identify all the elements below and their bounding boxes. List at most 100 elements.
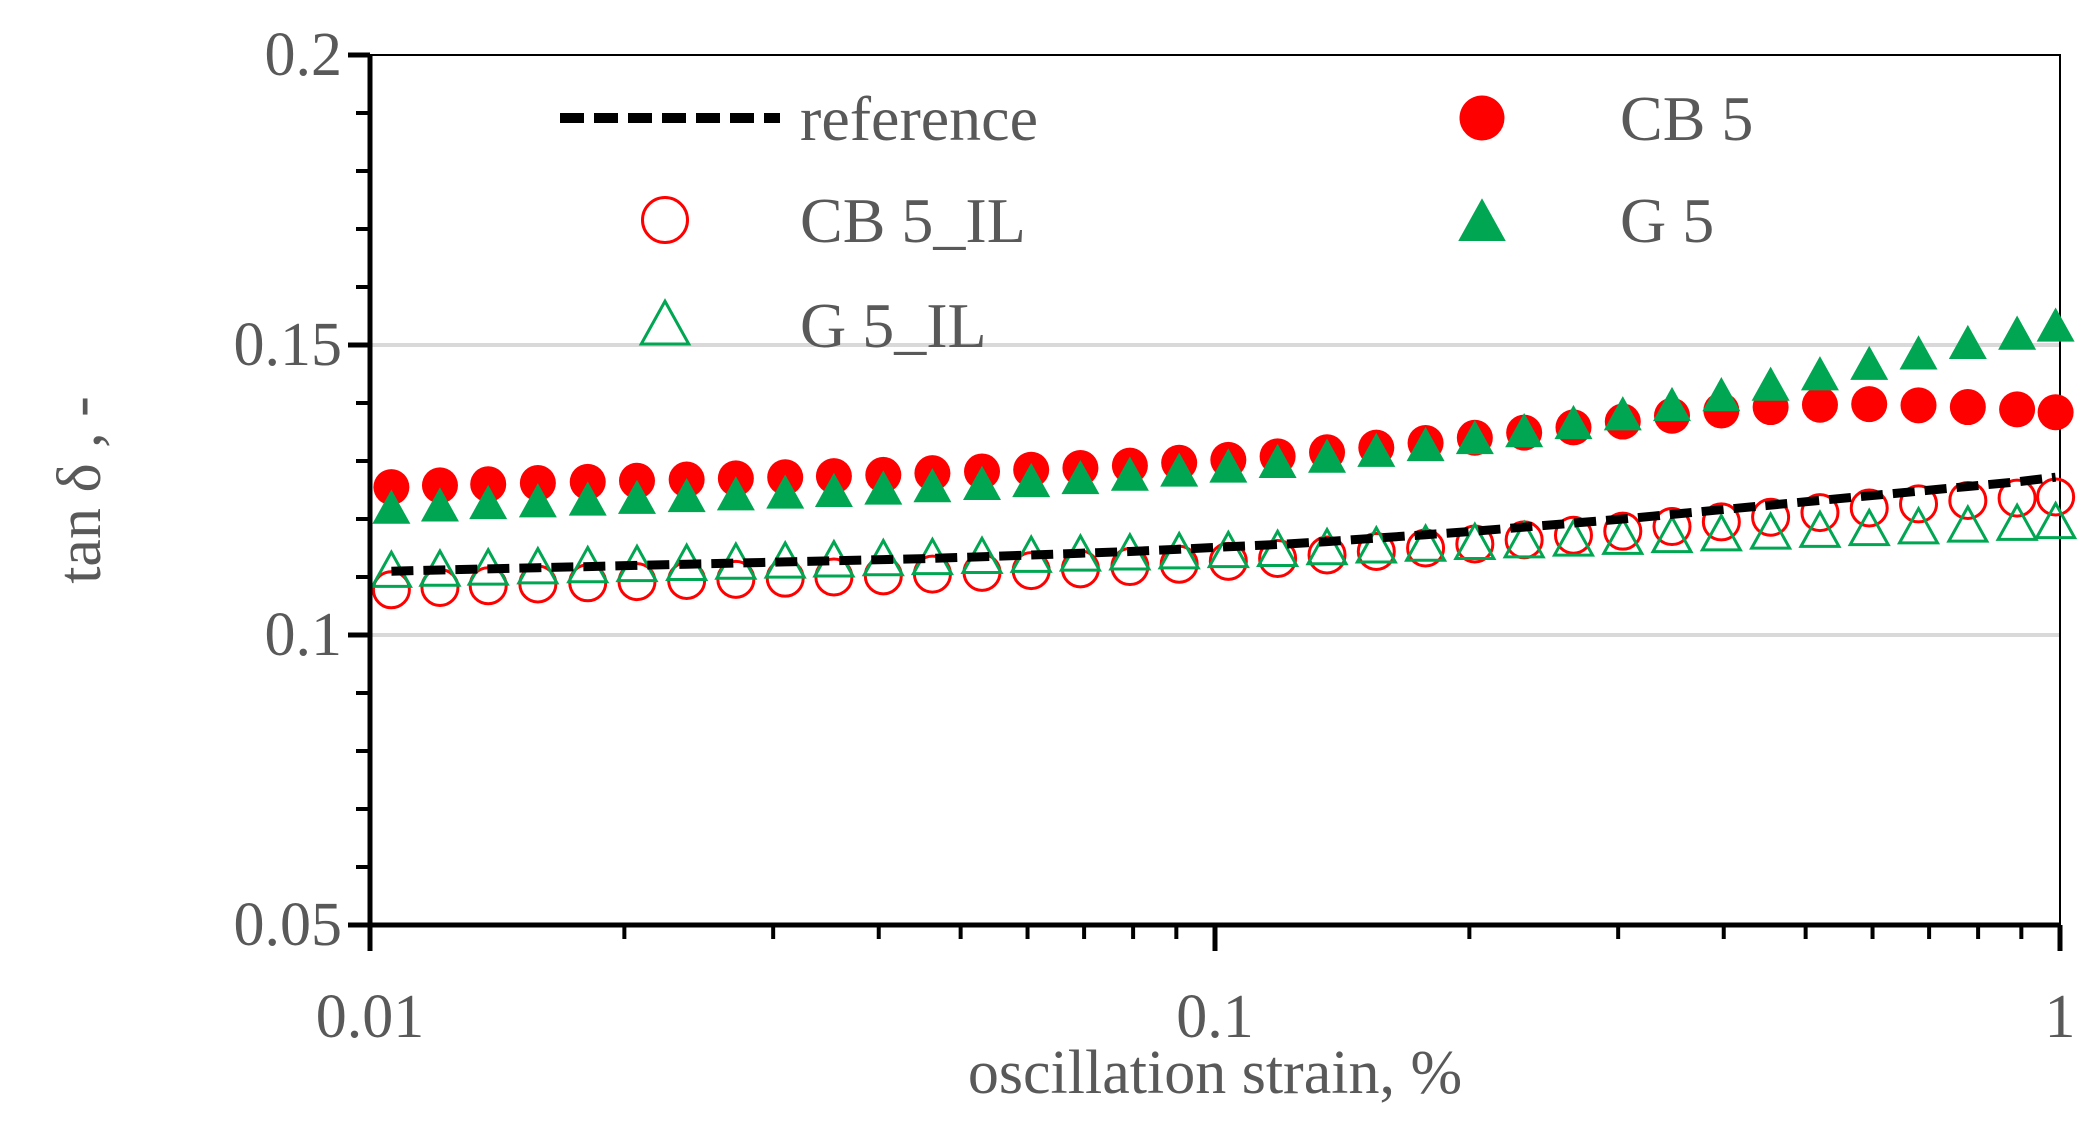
legend-item-g-5: G 5: [1458, 185, 1714, 256]
data-point-cb-5-il: [1849, 488, 1889, 528]
data-point-g-5: [864, 470, 903, 505]
data-point-g-5: [667, 477, 706, 513]
legend-item-g-5-il: G 5_IL: [638, 290, 987, 361]
legend-label-g-5-il: G 5_IL: [800, 290, 987, 361]
legend-swatch-g-5: [1458, 198, 1506, 241]
data-point-cb-5-il: [1356, 531, 1396, 571]
series-layer: [369, 307, 2078, 610]
data-point-g-5: [1160, 452, 1199, 487]
data-point-g-5-il: [1995, 502, 2039, 541]
legend-item-reference: reference: [560, 83, 1038, 154]
data-point-cb-5-il: [1701, 502, 1741, 542]
data-point-cb-5: [1949, 389, 1986, 426]
legend-swatch-cb-5-il: [641, 196, 689, 244]
data-point-g-5: [716, 476, 755, 511]
data-point-cb-5-il: [1307, 535, 1347, 575]
data-point-g-5: [1061, 459, 1100, 495]
x-axis-title: oscillation strain, %: [968, 1039, 1462, 1107]
series-reference: [391, 472, 2057, 576]
data-point-g-5: [372, 489, 411, 524]
data-point-g-5: [1357, 432, 1396, 467]
data-point-g-5-il: [1650, 514, 1694, 554]
data-point-g-5: [1751, 366, 1790, 401]
data-point-cb-5-il: [371, 570, 411, 610]
data-point-g-5: [1998, 315, 2037, 350]
data-point-g-5-il: [1354, 524, 1398, 564]
data-point-cb-5: [1851, 386, 1888, 423]
data-point-g-5: [1505, 413, 1544, 448]
data-point-cb-5: [421, 467, 458, 504]
y-tick-label: 0.15: [234, 311, 343, 379]
data-point-g-5: [766, 474, 805, 509]
data-point-cb-5: [470, 466, 507, 503]
data-point-g-5: [1258, 443, 1297, 478]
data-point-g-5: [1110, 456, 1149, 491]
data-point-cb-5-il: [1751, 497, 1791, 537]
data-point-g-5: [1308, 438, 1347, 473]
data-point-cb-5-il: [1997, 478, 2037, 518]
data-point-g-5: [1554, 404, 1593, 440]
data-point-g-5: [1406, 426, 1445, 462]
data-point-g-5: [963, 465, 1002, 500]
data-point-g-5-il: [1699, 512, 1743, 552]
data-point-cb-5: [1801, 386, 1838, 423]
data-point-cb-5: [2037, 394, 2074, 431]
data-point-g-5-il: [1798, 509, 1842, 548]
legend-swatch-g-5-il: [638, 298, 692, 346]
data-point-g-5: [814, 472, 853, 507]
data-point-g-5-il: [1551, 517, 1596, 557]
x-tick-label: 0.01: [316, 983, 425, 1051]
y-tick-label: 0.1: [265, 601, 343, 669]
series-g-5-il: [369, 500, 2078, 588]
y-axis-title: tan δ , -: [46, 396, 114, 584]
x-tick-label: 1: [2045, 983, 2076, 1051]
data-point-g-5: [1800, 356, 1839, 391]
data-point-g-5: [1948, 324, 1987, 360]
data-point-cb-5: [519, 465, 556, 502]
legend-swatch-cb-5: [1459, 95, 1505, 141]
data-point-cb-5: [373, 469, 410, 506]
data-point-cb-5: [1999, 391, 2036, 428]
legend-label-g-5: G 5: [1620, 185, 1714, 256]
data-point-g-5-il: [2034, 500, 2078, 540]
data-point-g-5: [1702, 377, 1741, 412]
legend-label-cb-5: CB 5: [1620, 83, 1753, 154]
data-point-g-5: [1653, 386, 1692, 422]
data-point-cb-5-il: [1800, 493, 1840, 533]
data-point-g-5: [518, 483, 557, 518]
data-point-g-5: [1455, 419, 1494, 455]
legend-label-reference: reference: [800, 83, 1038, 154]
data-point-g-5: [2036, 307, 2075, 342]
data-point-g-5: [1899, 335, 1938, 370]
data-point-cb-5: [1900, 387, 1937, 424]
data-point-cb-5-il: [1553, 515, 1593, 555]
data-point-g-5-il: [1847, 507, 1891, 547]
legend-item-cb-5: CB 5: [1459, 83, 1753, 154]
data-point-g-5-il: [1404, 523, 1448, 562]
data-point-g-5-il: [1896, 505, 1941, 545]
data-point-g-5: [1209, 448, 1248, 483]
data-point-cb-5-il: [1603, 511, 1643, 551]
data-point-g-5-il: [1502, 519, 1546, 559]
data-point-g-5-il: [1305, 526, 1349, 566]
data-point-cb-5-il: [1899, 484, 1939, 524]
data-point-g-5: [568, 481, 607, 516]
data-point-g-5-il: [1749, 510, 1793, 550]
legend: reference CB 5 CB 5_IL G 5 G 5_IL: [560, 83, 1753, 361]
legend-label-cb-5-il: CB 5_IL: [800, 185, 1026, 256]
axes-layer: 0.05 0.1 0.15 0.2 0.01 0.1 1: [234, 21, 2076, 1051]
data-point-g-5: [913, 468, 952, 503]
reference-line: [391, 472, 2057, 576]
data-point-cb-5-il: [1406, 528, 1446, 568]
data-point-g-5: [469, 484, 508, 520]
legend-item-cb-5-il: CB 5_IL: [641, 185, 1026, 256]
data-point-cb-5-il: [1258, 538, 1298, 578]
data-point-g-5: [1012, 462, 1051, 498]
data-point-cb-5-il: [1652, 507, 1692, 547]
data-point-g-5: [420, 487, 459, 522]
data-point-g-5: [1603, 396, 1642, 431]
x-tick-label: 0.1: [1176, 983, 1254, 1051]
data-point-g-5-il: [1453, 521, 1497, 561]
y-tick-label: 0.05: [234, 891, 343, 959]
